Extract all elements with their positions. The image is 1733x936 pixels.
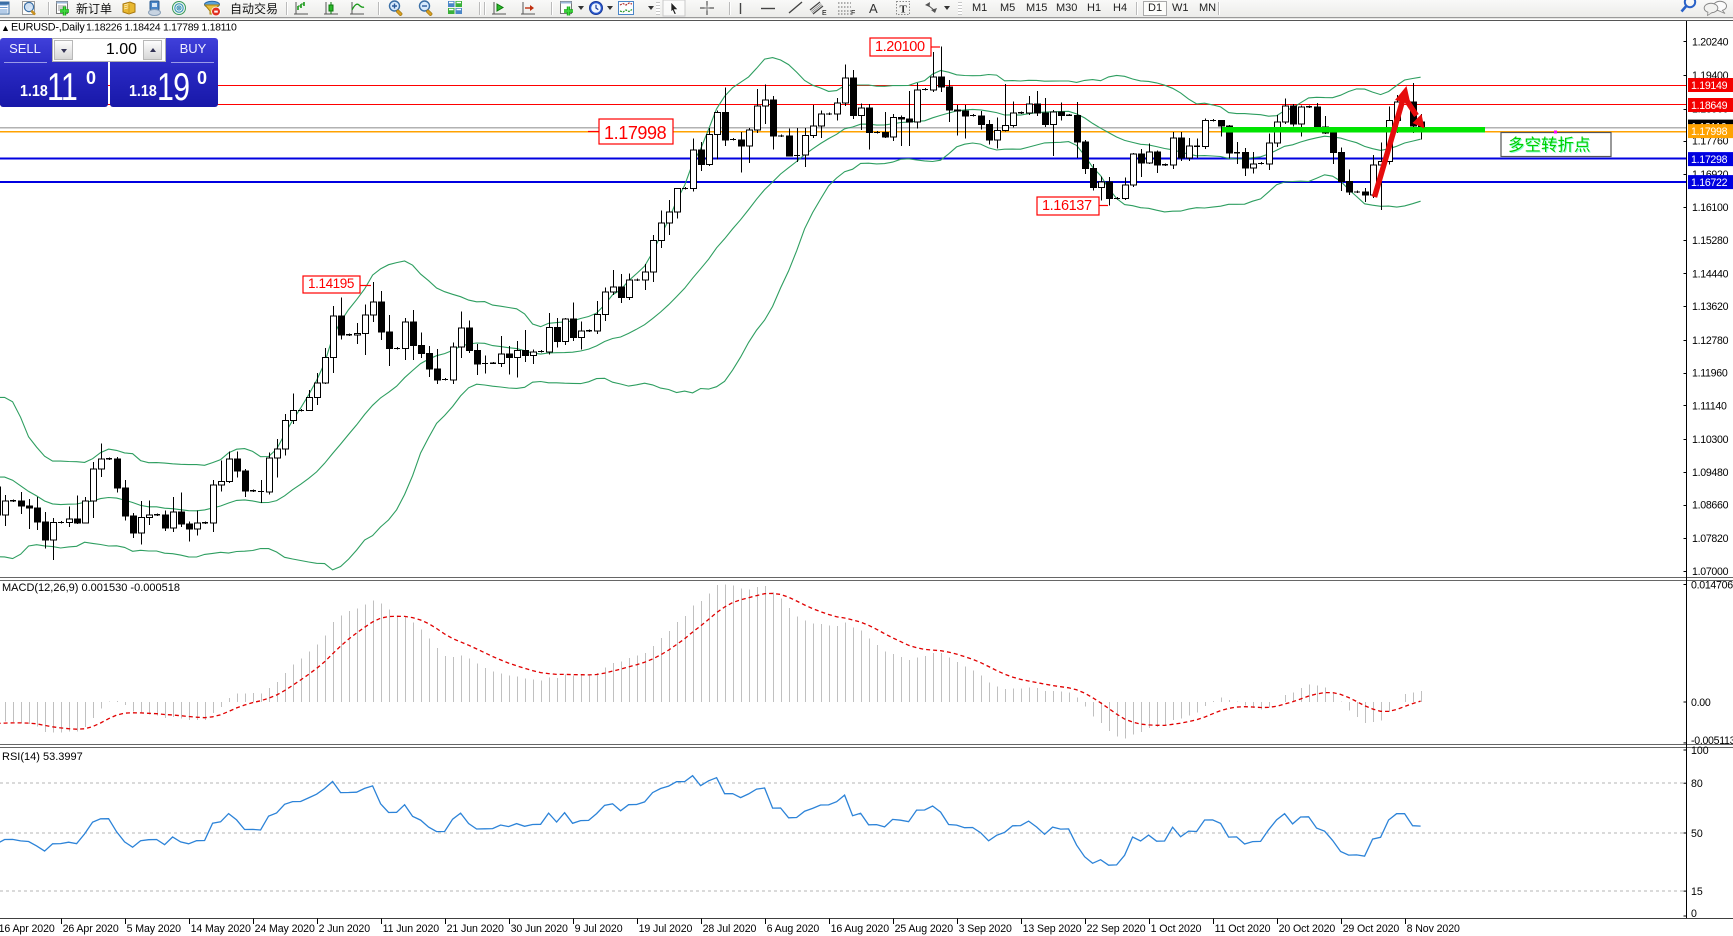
svg-text:21 Jun 2020: 21 Jun 2020 [447, 923, 504, 935]
svg-text:1 Oct 2020: 1 Oct 2020 [1151, 923, 1202, 935]
svg-text:6 Aug 2020: 6 Aug 2020 [767, 923, 820, 935]
svg-text:2 Jun 2020: 2 Jun 2020 [319, 923, 371, 935]
svg-text:1.07000: 1.07000 [1692, 566, 1729, 578]
svg-text:1.16137: 1.16137 [1042, 198, 1092, 214]
svg-text:25 Aug 2020: 25 Aug 2020 [895, 923, 954, 935]
svg-text:E: E [822, 10, 827, 17]
svg-text:T: T [900, 4, 908, 16]
svg-text:F: F [851, 10, 855, 17]
svg-text:16 Aug 2020: 16 Aug 2020 [831, 923, 890, 935]
svg-text:11 Jun 2020: 11 Jun 2020 [383, 923, 440, 935]
svg-text:16 Apr 2020: 16 Apr 2020 [0, 923, 55, 935]
svg-text:1.10300: 1.10300 [1692, 434, 1729, 446]
svg-text:1.14440: 1.14440 [1692, 268, 1729, 280]
svg-text:1.07820: 1.07820 [1692, 533, 1729, 545]
svg-text:1.11960: 1.11960 [1692, 368, 1728, 380]
svg-text:1.17760: 1.17760 [1692, 136, 1729, 148]
svg-text:13 Sep 2020: 13 Sep 2020 [1023, 923, 1082, 935]
svg-text:29 Oct 2020: 29 Oct 2020 [1343, 923, 1400, 935]
svg-text:1.17298: 1.17298 [1691, 154, 1728, 166]
svg-text:多空转折点: 多空转折点 [1508, 136, 1591, 155]
svg-text:1.20240: 1.20240 [1692, 36, 1729, 48]
svg-text:1.14195: 1.14195 [308, 276, 354, 291]
svg-text:100: 100 [1691, 745, 1709, 757]
svg-text:26 Apr 2020: 26 Apr 2020 [63, 923, 119, 935]
svg-text:1.18226 1.18424 1.17789 1.1811: 1.18226 1.18424 1.17789 1.18110 [86, 22, 237, 34]
svg-text:11 Oct 2020: 11 Oct 2020 [1215, 923, 1271, 935]
svg-text:8 Nov 2020: 8 Nov 2020 [1407, 923, 1460, 935]
svg-text:1.15280: 1.15280 [1692, 235, 1729, 247]
svg-text:-0.005113: -0.005113 [1691, 735, 1733, 747]
svg-text:1.09480: 1.09480 [1692, 467, 1729, 479]
svg-text:22 Sep 2020: 22 Sep 2020 [1087, 923, 1146, 935]
svg-text:RSI(14) 53.3997: RSI(14) 53.3997 [2, 751, 83, 763]
svg-text:1.11140: 1.11140 [1692, 400, 1727, 412]
svg-text:5 May 2020: 5 May 2020 [127, 923, 182, 935]
svg-text:1.19149: 1.19149 [1691, 80, 1728, 92]
svg-text:28 Jul 2020: 28 Jul 2020 [703, 923, 757, 935]
svg-text:1.13620: 1.13620 [1692, 301, 1729, 313]
svg-text:▲: ▲ [1, 23, 10, 33]
svg-text:1.16100: 1.16100 [1692, 202, 1729, 214]
svg-text:19 Jul 2020: 19 Jul 2020 [639, 923, 693, 935]
svg-text:0.00: 0.00 [1691, 697, 1711, 709]
svg-text:0: 0 [1691, 908, 1697, 920]
svg-text:3 Sep 2020: 3 Sep 2020 [959, 923, 1012, 935]
svg-text:1.16722: 1.16722 [1691, 177, 1728, 189]
svg-text:50: 50 [1691, 828, 1703, 840]
svg-text:14 May 2020: 14 May 2020 [191, 923, 251, 935]
svg-text:1.08660: 1.08660 [1692, 500, 1729, 512]
svg-text:多空转折点: 多空转折点 [1509, 137, 1592, 156]
svg-text:MACD(12,26,9) 0.001530 -0.0005: MACD(12,26,9) 0.001530 -0.000518 [2, 582, 180, 594]
svg-text:EURUSD-,Daily: EURUSD-,Daily [11, 22, 85, 34]
svg-text:1.18649: 1.18649 [1691, 100, 1728, 112]
svg-text:20 Oct 2020: 20 Oct 2020 [1279, 923, 1336, 935]
svg-text:9 Jul 2020: 9 Jul 2020 [575, 923, 623, 935]
svg-text:15: 15 [1691, 886, 1703, 898]
svg-text:1.12780: 1.12780 [1692, 335, 1729, 347]
svg-text:0.014706: 0.014706 [1691, 580, 1733, 592]
svg-text:1.20100: 1.20100 [875, 39, 925, 55]
svg-text:1.17998: 1.17998 [604, 123, 667, 143]
svg-text:A: A [869, 1, 878, 16]
svg-text:24 May 2020: 24 May 2020 [255, 923, 315, 935]
svg-text:1.17998: 1.17998 [1691, 126, 1728, 138]
svg-text:30 Jun 2020: 30 Jun 2020 [511, 923, 568, 935]
svg-text:80: 80 [1691, 778, 1703, 790]
